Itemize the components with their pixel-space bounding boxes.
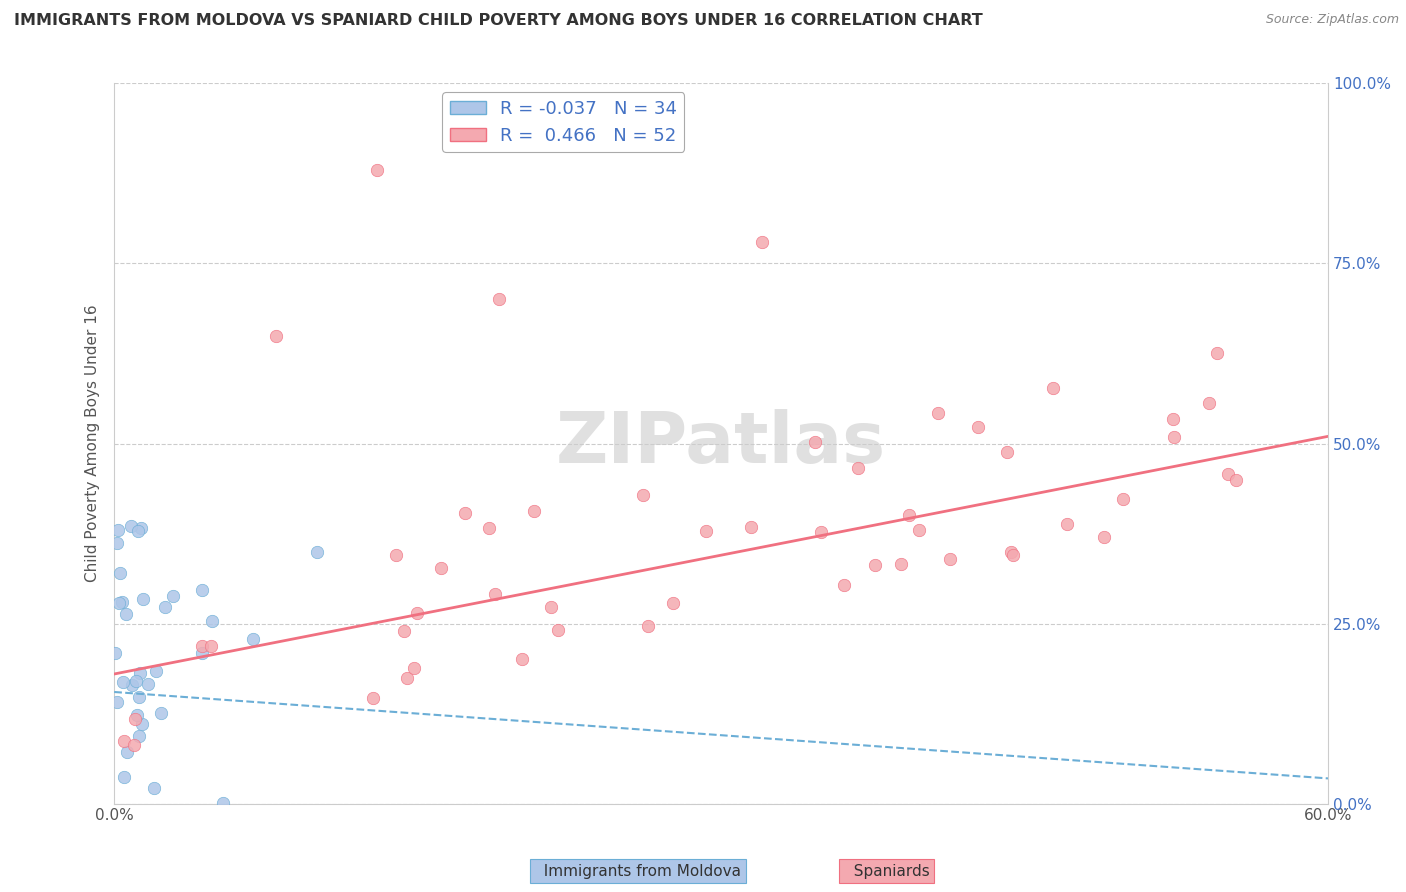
Point bbox=[927, 406, 949, 420]
Point bbox=[695, 524, 717, 538]
Point bbox=[121, 678, 143, 692]
Point bbox=[132, 592, 155, 607]
Point bbox=[128, 729, 150, 743]
Y-axis label: Child Poverty Among Boys Under 16: Child Poverty Among Boys Under 16 bbox=[86, 305, 100, 582]
Point bbox=[484, 587, 506, 601]
Point bbox=[105, 535, 128, 549]
Point bbox=[150, 706, 173, 721]
Text: Immigrants from Moldova: Immigrants from Moldova bbox=[534, 863, 741, 879]
Point bbox=[128, 666, 150, 681]
Point bbox=[115, 745, 138, 759]
Point bbox=[127, 707, 149, 722]
Text: IMMIGRANTS FROM MOLDOVA VS SPANIARD CHILD POVERTY AMONG BOYS UNDER 16 CORRELATIO: IMMIGRANTS FROM MOLDOVA VS SPANIARD CHIL… bbox=[14, 13, 983, 29]
Point bbox=[995, 445, 1018, 459]
Point bbox=[392, 624, 415, 639]
Point bbox=[1042, 381, 1064, 395]
Point bbox=[200, 640, 222, 654]
Point bbox=[804, 434, 827, 449]
Point bbox=[114, 607, 136, 622]
Point bbox=[145, 665, 167, 679]
Legend: R = -0.037   N = 34, R =  0.466   N = 52: R = -0.037 N = 34, R = 0.466 N = 52 bbox=[443, 93, 685, 152]
Text: ZIPatlas: ZIPatlas bbox=[557, 409, 886, 478]
Point bbox=[111, 675, 134, 690]
Point bbox=[395, 671, 418, 685]
Point bbox=[897, 508, 920, 523]
Point bbox=[547, 623, 569, 637]
Point bbox=[1225, 473, 1247, 487]
Point bbox=[540, 599, 562, 614]
Point bbox=[523, 504, 546, 518]
Point bbox=[740, 520, 762, 534]
Point bbox=[190, 646, 212, 660]
Point bbox=[112, 733, 135, 747]
Point bbox=[162, 590, 184, 604]
Point bbox=[366, 162, 388, 177]
Point bbox=[143, 781, 166, 796]
Point bbox=[191, 639, 214, 653]
Point bbox=[1218, 467, 1240, 482]
Point bbox=[631, 488, 654, 502]
Point bbox=[111, 595, 134, 609]
Point bbox=[430, 561, 453, 575]
Point bbox=[122, 739, 145, 753]
Point bbox=[938, 552, 960, 566]
Point bbox=[242, 632, 264, 646]
Point bbox=[662, 596, 685, 610]
Point bbox=[810, 524, 832, 539]
Point bbox=[104, 646, 127, 660]
Point bbox=[1112, 491, 1135, 506]
Text: Source: ZipAtlas.com: Source: ZipAtlas.com bbox=[1265, 13, 1399, 27]
Point bbox=[108, 596, 131, 610]
Point bbox=[637, 619, 659, 633]
Point bbox=[406, 606, 429, 620]
Point bbox=[131, 717, 153, 731]
Point bbox=[832, 578, 855, 592]
Point bbox=[212, 796, 235, 810]
Point bbox=[124, 712, 146, 726]
Point bbox=[751, 235, 773, 249]
Point bbox=[478, 521, 501, 535]
Point bbox=[112, 770, 135, 784]
Point bbox=[385, 548, 408, 562]
Point bbox=[136, 677, 159, 691]
Point bbox=[863, 558, 886, 572]
Point bbox=[1205, 346, 1227, 360]
Point bbox=[264, 328, 287, 343]
Point bbox=[127, 524, 149, 539]
Point bbox=[153, 599, 176, 614]
Point bbox=[305, 544, 328, 558]
Point bbox=[129, 521, 152, 535]
Point bbox=[488, 293, 510, 307]
Point bbox=[454, 507, 477, 521]
Point bbox=[1163, 430, 1185, 444]
Point bbox=[1000, 545, 1022, 559]
Point bbox=[105, 695, 128, 709]
Point bbox=[363, 690, 385, 705]
Point bbox=[1092, 529, 1115, 543]
Point bbox=[908, 524, 931, 538]
Point bbox=[120, 518, 142, 533]
Point bbox=[510, 652, 533, 666]
Point bbox=[190, 583, 212, 598]
Point bbox=[1056, 517, 1078, 532]
Text: Spaniards: Spaniards bbox=[844, 863, 929, 879]
Point bbox=[1163, 412, 1185, 426]
Point bbox=[402, 661, 425, 675]
Point bbox=[1002, 548, 1025, 562]
Point bbox=[128, 690, 150, 704]
Point bbox=[125, 673, 148, 688]
Point bbox=[966, 419, 988, 434]
Point bbox=[1198, 396, 1220, 410]
Point bbox=[846, 461, 869, 475]
Point bbox=[110, 566, 132, 581]
Point bbox=[890, 557, 912, 571]
Point bbox=[107, 523, 129, 537]
Point bbox=[201, 614, 224, 628]
